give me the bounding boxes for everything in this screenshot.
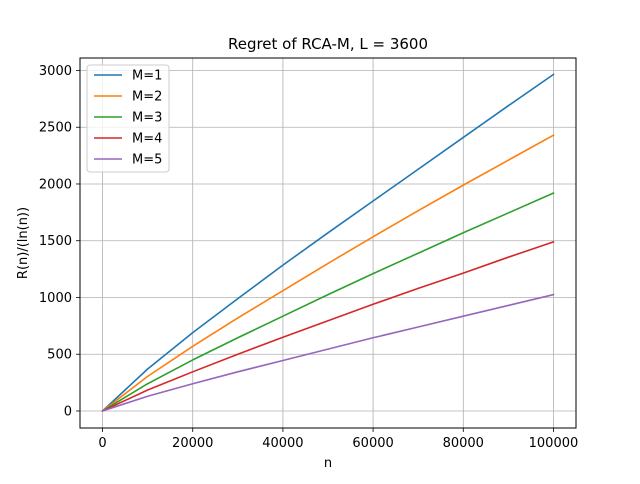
- series-line-m-3: [101, 192, 555, 413]
- plot-frame: [79, 57, 577, 429]
- y-tick-label: 1500: [39, 234, 72, 249]
- y-tick-label: 3000: [39, 64, 72, 79]
- y-tick-label: 0: [64, 404, 72, 419]
- y-tick-label: 2500: [39, 121, 72, 136]
- y-tick-label: 500: [47, 348, 72, 363]
- legend-label: M=3: [132, 111, 162, 126]
- legend-label: M=5: [132, 153, 162, 168]
- legend-box: [86, 64, 170, 173]
- y-tick-label: 2000: [39, 177, 72, 192]
- legend-label: M=1: [132, 69, 162, 84]
- series-lines: [101, 73, 555, 413]
- y-axis-label: R(n)/(ln(n)): [16, 207, 31, 279]
- series-line-m-5: [101, 293, 555, 412]
- chart-title: Regret of RCA-M, L = 3600: [228, 35, 428, 53]
- x-tick-label: 80000: [443, 436, 484, 451]
- series-line-m-2: [101, 134, 555, 413]
- x-tick-label: 20000: [172, 436, 213, 451]
- series-line-m-4: [101, 240, 555, 413]
- series-line-m-1: [101, 73, 555, 413]
- legend: M=1 M=2 M=3 M=4 M=5: [86, 64, 170, 173]
- x-tick-label: 100000: [529, 436, 579, 451]
- x-tick-label: 60000: [352, 436, 393, 451]
- x-tick-label: 40000: [262, 436, 303, 451]
- axis-ticks: 0 20000 40000 60000 80000 100000 0 500 1000 1500 2…: [39, 64, 578, 451]
- grid-lines: [80, 58, 576, 428]
- y-tick-label: 1000: [39, 291, 72, 306]
- x-tick-label: 0: [98, 436, 106, 451]
- x-axis-label: n: [324, 456, 332, 471]
- legend-label: M=2: [132, 90, 162, 105]
- legend-label: M=4: [132, 132, 162, 147]
